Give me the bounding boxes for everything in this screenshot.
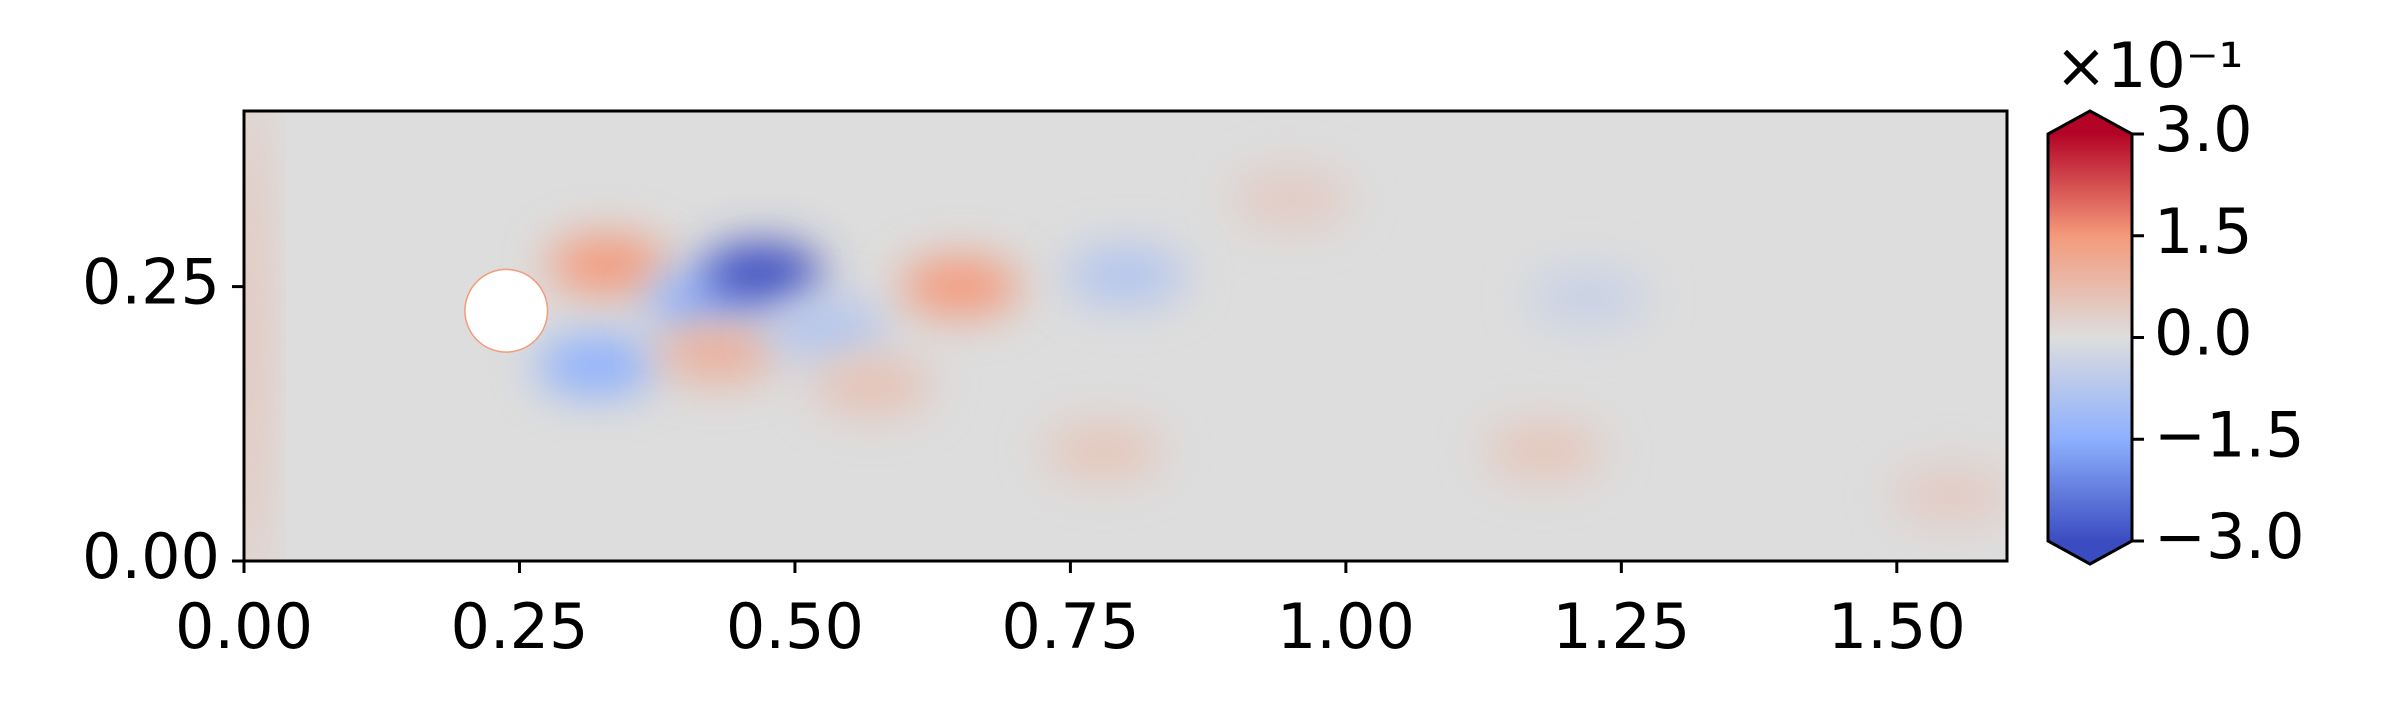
field-feature xyxy=(701,243,822,304)
x-tick-label: 1.50 xyxy=(1828,590,1966,663)
colorbar-tick-label: −3.0 xyxy=(2154,500,2305,573)
colorbar-offset: ×10⁻¹ xyxy=(2055,29,2243,102)
colorbar-tick-label: −1.5 xyxy=(2154,398,2305,471)
field-feature xyxy=(1065,245,1186,306)
field-feature xyxy=(1230,168,1351,229)
field-feature xyxy=(1528,267,1649,328)
x-tick-label: 0.50 xyxy=(726,590,864,663)
colorbar xyxy=(2048,134,2132,541)
field-feature xyxy=(547,234,668,295)
x-tick-label: 1.00 xyxy=(1277,590,1415,663)
field-feature xyxy=(536,335,657,396)
colorbar-extend-bottom xyxy=(2048,541,2132,564)
x-tick-label: 0.25 xyxy=(450,590,588,663)
field-feature xyxy=(900,256,1021,317)
field xyxy=(244,111,2007,561)
field-feature xyxy=(244,111,262,561)
field-feature xyxy=(812,355,933,416)
field-feature xyxy=(767,300,888,361)
field-feature xyxy=(1891,465,2007,526)
y-tick-label: 0.00 xyxy=(82,520,220,593)
x-tick-label: 0.75 xyxy=(1001,590,1139,663)
x-tick-label: 1.25 xyxy=(1552,590,1690,663)
field-feature xyxy=(1043,421,1164,482)
colorbar-tick-label: 1.5 xyxy=(2154,195,2253,268)
colorbar-tick-label: 0.0 xyxy=(2154,297,2253,370)
field-feature xyxy=(657,322,778,383)
field-feature xyxy=(1484,421,1605,482)
y-tick-label: 0.25 xyxy=(82,246,220,319)
colorbar-extend-top xyxy=(2048,111,2132,134)
axes-frame xyxy=(242,109,2009,563)
x-tick-label: 0.00 xyxy=(175,590,313,663)
cylinder xyxy=(464,268,549,353)
colorbar-tick-label: 3.0 xyxy=(2154,93,2253,166)
